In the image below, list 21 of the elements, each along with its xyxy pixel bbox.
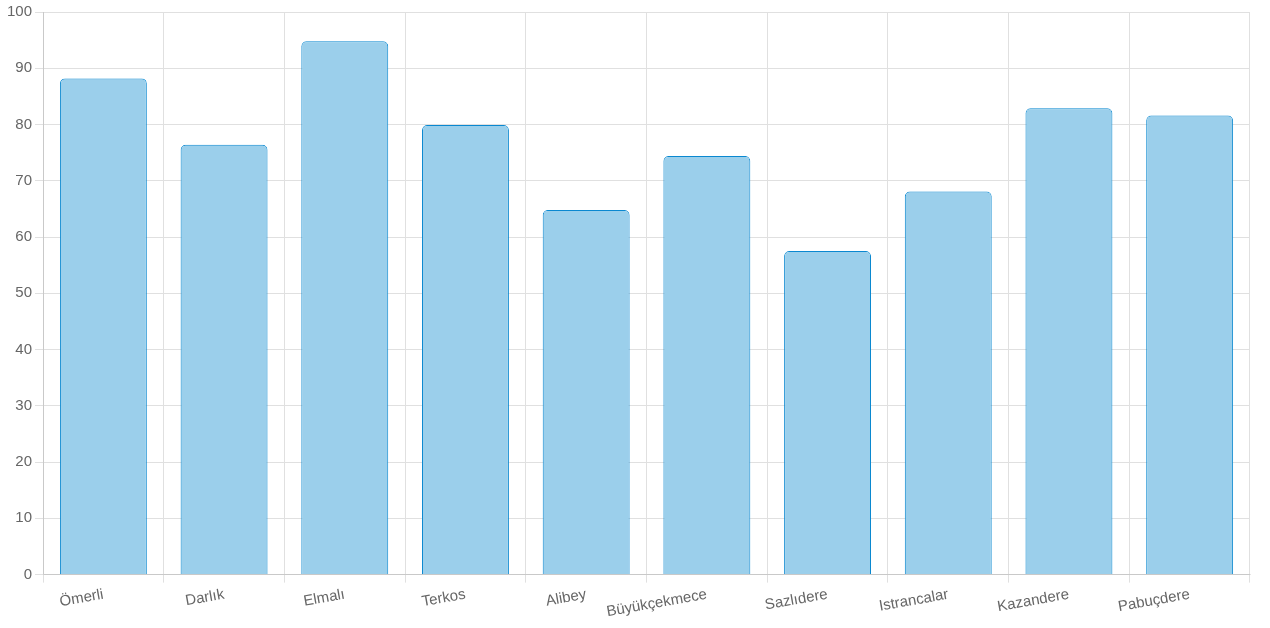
x-tick-label: Büyükçekmece — [604, 584, 709, 620]
x-tick-label: Sazlıdere — [763, 584, 829, 613]
y-tick-label: 20 — [15, 452, 33, 470]
x-tick-label: Ömerli — [58, 584, 105, 610]
y-tick-label: 60 — [15, 227, 33, 245]
y-tick-label: 0 — [23, 564, 33, 582]
y-tick-label: 30 — [15, 395, 33, 413]
x-tick-label: Alibey — [544, 584, 588, 609]
y-tick-label: 80 — [15, 114, 33, 132]
y-tick-label: 70 — [15, 170, 33, 188]
x-tick-label: Pabuçdere — [1116, 584, 1191, 615]
y-tick-label: 100 — [7, 2, 33, 20]
y-tick-label: 10 — [15, 508, 33, 526]
x-tick-label: Darlık — [183, 584, 226, 609]
y-tick-label: 50 — [15, 283, 33, 301]
y-tick-label: 90 — [15, 58, 33, 76]
x-tick-label: Istrancalar — [877, 584, 950, 614]
x-tick-label: Elmalı — [302, 584, 347, 609]
y-tick-label: 40 — [15, 339, 33, 357]
x-tick-label: Terkos — [420, 584, 467, 610]
x-tick-label: Kazandere — [995, 584, 1071, 615]
